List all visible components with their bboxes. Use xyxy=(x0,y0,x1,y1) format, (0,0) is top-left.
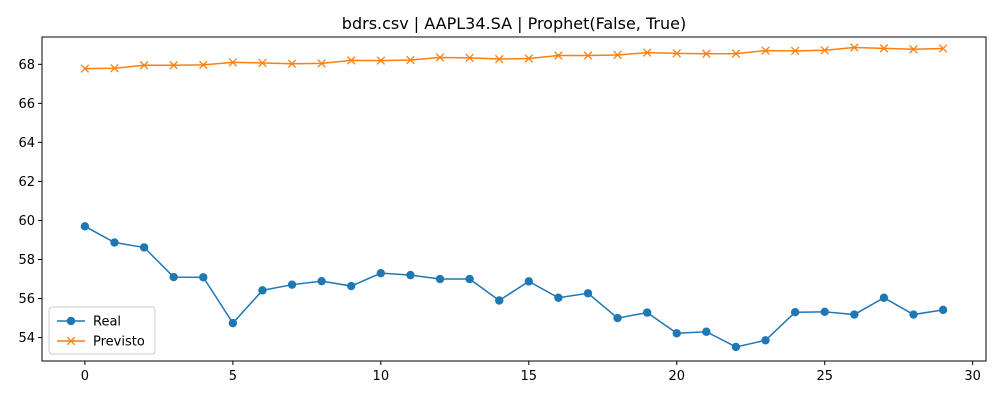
x-tick-label: 30 xyxy=(964,369,981,384)
data-point-real xyxy=(909,310,918,319)
legend-label: Real xyxy=(93,315,121,330)
data-point-real xyxy=(435,274,445,284)
data-point-previsto xyxy=(287,59,297,68)
data-point-real xyxy=(731,342,741,352)
data-point-previsto xyxy=(909,45,918,54)
data-point-real xyxy=(820,307,829,317)
legend-label: Previsto xyxy=(93,335,145,350)
data-point-real xyxy=(199,273,208,282)
data-point-real xyxy=(110,238,119,247)
data-point-previsto xyxy=(169,61,178,70)
data-point-real xyxy=(583,289,593,298)
data-point-previsto xyxy=(938,44,948,53)
data-point-real xyxy=(495,296,504,305)
data-point-previsto xyxy=(228,58,238,67)
legend-entry-real: Real xyxy=(57,315,121,330)
data-point-previsto xyxy=(672,49,682,58)
legend: Real Previsto xyxy=(48,306,156,355)
data-point-previsto xyxy=(790,46,800,56)
data-point-real xyxy=(672,329,681,338)
data-point-real xyxy=(554,293,563,302)
x-tick-label: 20 xyxy=(668,369,685,384)
data-point-real xyxy=(228,318,238,328)
y-tick-label: 60 xyxy=(18,214,35,229)
data-point-previsto xyxy=(494,54,504,64)
data-point-previsto xyxy=(80,64,90,73)
data-point-real xyxy=(376,268,386,278)
y-tick-label: 58 xyxy=(18,253,35,268)
y-tick-label: 66 xyxy=(18,97,35,112)
data-point-previsto xyxy=(702,49,711,59)
data-point-previsto xyxy=(642,48,652,57)
data-point-real xyxy=(317,276,326,286)
data-point-real xyxy=(80,222,90,231)
data-point-previsto xyxy=(820,46,829,55)
y-tick-label: 62 xyxy=(18,175,35,190)
data-point-previsto xyxy=(850,43,859,52)
data-point-previsto xyxy=(731,49,741,58)
legend-box xyxy=(48,306,156,355)
data-point-previsto xyxy=(110,63,119,73)
legend-marker xyxy=(66,316,76,326)
y-tick-label: 68 xyxy=(18,58,35,73)
data-point-previsto xyxy=(435,53,445,62)
data-point-real xyxy=(702,327,711,336)
x-tick-label: 0 xyxy=(81,369,89,384)
data-point-previsto xyxy=(199,60,208,70)
data-point-real xyxy=(258,286,267,295)
series-line-real xyxy=(84,225,944,348)
data-point-previsto xyxy=(554,51,563,60)
data-point-previsto xyxy=(879,44,889,53)
x-tick-label: 25 xyxy=(816,369,833,384)
data-point-previsto xyxy=(761,46,770,55)
y-axis: 54 56 58 60 62 64 66 68 xyxy=(18,58,42,346)
data-point-previsto xyxy=(317,59,326,68)
data-point-previsto xyxy=(346,56,356,65)
data-point-previsto xyxy=(258,58,267,68)
data-point-previsto xyxy=(465,53,474,63)
y-tick-label: 54 xyxy=(18,331,35,346)
data-point-real xyxy=(524,277,533,286)
data-point-previsto xyxy=(583,51,593,60)
data-point-real xyxy=(642,308,652,317)
plot-frame xyxy=(41,36,987,362)
data-point-real xyxy=(169,272,178,282)
data-point-real xyxy=(465,274,474,284)
y-tick-label: 56 xyxy=(18,292,35,307)
data-point-previsto xyxy=(524,54,534,63)
data-point-real xyxy=(790,308,800,317)
data-point-real xyxy=(761,336,770,345)
data-point-previsto xyxy=(139,61,149,70)
y-tick-label: 64 xyxy=(18,136,35,151)
data-point-previsto xyxy=(613,50,622,60)
data-point-real xyxy=(850,310,859,319)
legend-entry-previsto: Previsto xyxy=(57,335,145,350)
x-axis: 0 5 10 15 20 25 30 xyxy=(81,361,981,384)
series-layer xyxy=(80,43,948,352)
data-point-real xyxy=(406,270,415,280)
data-point-real xyxy=(879,293,889,302)
chart-title: bdrs.csv | AAPL34.SA | Prophet(False, Tr… xyxy=(342,14,686,33)
data-point-real xyxy=(139,243,149,252)
data-point-previsto xyxy=(406,55,415,65)
x-tick-label: 5 xyxy=(229,369,237,384)
x-tick-label: 10 xyxy=(373,369,390,384)
data-point-real xyxy=(613,313,622,323)
data-point-real xyxy=(938,305,948,315)
x-tick-label: 15 xyxy=(521,369,538,384)
series-line-previsto xyxy=(84,46,944,70)
data-point-previsto xyxy=(376,56,386,65)
data-point-real xyxy=(347,281,356,291)
data-point-real xyxy=(287,280,297,289)
